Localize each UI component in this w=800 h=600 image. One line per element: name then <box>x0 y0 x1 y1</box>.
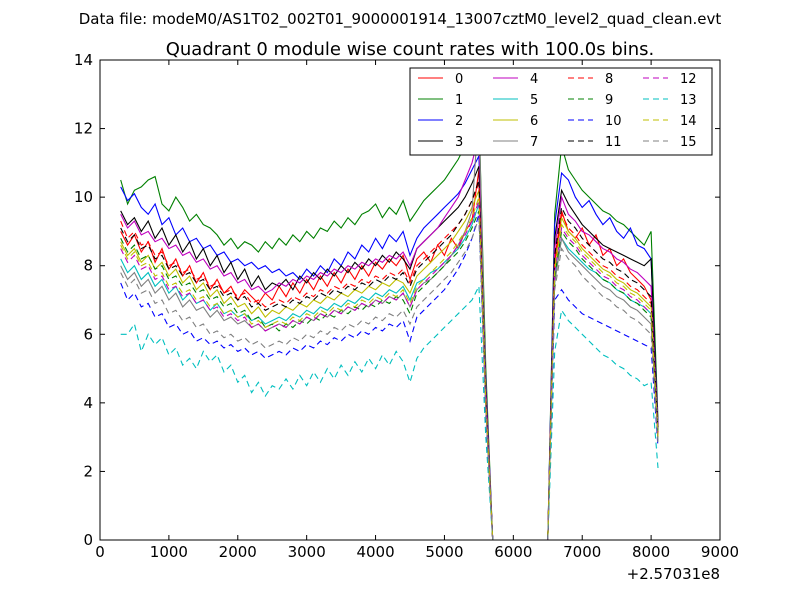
legend-label-3: 3 <box>455 135 463 150</box>
legend-label-5: 5 <box>530 93 538 108</box>
x-tick-label: 8000 <box>632 543 670 561</box>
series-line-9 <box>120 210 659 541</box>
y-tick-label: 8 <box>83 257 93 275</box>
legend-label-9: 9 <box>605 93 613 108</box>
y-tick-label: 2 <box>83 462 93 480</box>
plot-frame <box>99 59 721 541</box>
legend-label-14: 14 <box>680 114 697 129</box>
legend-label-12: 12 <box>680 72 697 87</box>
x-tick-label: 4000 <box>356 543 394 561</box>
series-line-2 <box>120 155 659 541</box>
data-file-label: Data file: modeM0/AS1T02_002T01_90000019… <box>79 10 722 29</box>
x-tick-label: 9000 <box>701 543 739 561</box>
y-tick-label: 4 <box>83 394 93 412</box>
legend-label-7: 7 <box>530 135 538 150</box>
y-tick-label: 10 <box>74 188 93 206</box>
legend-label-2: 2 <box>455 114 463 129</box>
series-line-14 <box>120 196 659 541</box>
series-line-4 <box>120 135 659 541</box>
x-tick-label: 2000 <box>219 543 257 561</box>
legend-label-15: 15 <box>680 135 697 150</box>
legend-label-1: 1 <box>455 93 463 108</box>
x-offset-label: +2.57031e8 <box>627 565 720 583</box>
series-line-5 <box>120 203 659 541</box>
y-tick-label: 6 <box>83 325 93 343</box>
legend-label-11: 11 <box>605 135 622 150</box>
x-tick-label: 1000 <box>150 543 188 561</box>
series-line-3 <box>120 166 659 541</box>
series-line-1 <box>120 111 659 541</box>
series-line-15 <box>120 217 659 541</box>
series-line-0 <box>120 169 659 541</box>
y-tick-label: 14 <box>74 51 93 69</box>
y-tick-label: 12 <box>74 120 93 138</box>
x-tick-label: 3000 <box>288 543 326 561</box>
legend-label-0: 0 <box>455 72 463 87</box>
series-line-13 <box>120 284 659 541</box>
x-tick-label: 0 <box>95 543 105 561</box>
series-line-7 <box>120 107 659 541</box>
ticks-layer: 0 1000 2000 3000 4000 5000 6000 7000 8000 9000 0 2 4… <box>74 51 739 561</box>
series-line-8 <box>120 183 659 541</box>
x-tick-label: 6000 <box>494 543 532 561</box>
x-tick-label: 7000 <box>563 543 601 561</box>
chart-title: Quadrant 0 module wise count rates with … <box>166 39 655 60</box>
legend-label-8: 8 <box>605 72 613 87</box>
legend-label-6: 6 <box>530 114 538 129</box>
legend-label-13: 13 <box>680 93 697 108</box>
y-tick-label: 0 <box>83 531 93 549</box>
series-line-11 <box>120 179 659 541</box>
legend-label-4: 4 <box>530 72 538 87</box>
legend-frame <box>409 67 713 156</box>
series-layer <box>120 107 659 541</box>
series-line-10 <box>120 214 659 541</box>
x-tick-label: 5000 <box>425 543 463 561</box>
legend-label-10: 10 <box>605 114 622 129</box>
series-line-6 <box>120 190 659 541</box>
